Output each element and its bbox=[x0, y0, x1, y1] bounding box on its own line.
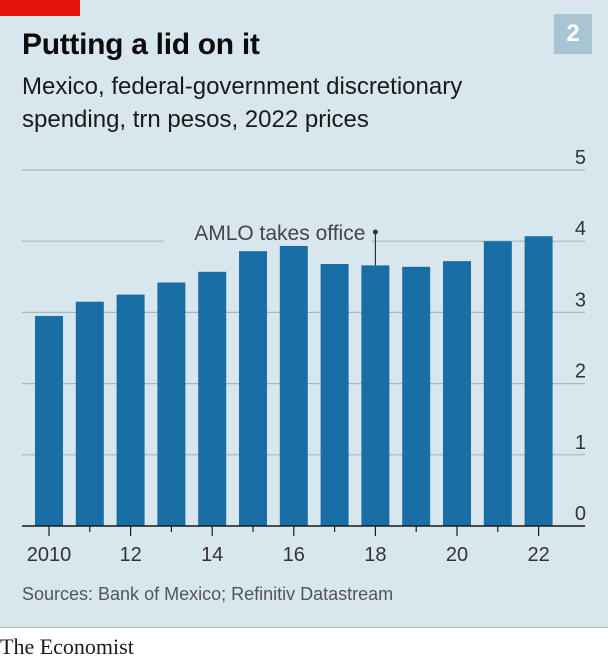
bar bbox=[239, 251, 267, 526]
x-tick-label: 14 bbox=[201, 544, 223, 566]
bar bbox=[279, 225, 308, 526]
annotation-label: AMLO takes office bbox=[194, 222, 365, 245]
bar bbox=[35, 315, 63, 526]
y-tick-label: 1 bbox=[575, 432, 586, 454]
chart-subtitle: Mexico, federal-government discretionary… bbox=[22, 70, 542, 136]
annotation-dot bbox=[372, 229, 378, 235]
y-tick-label: 2 bbox=[575, 361, 586, 383]
bar bbox=[116, 294, 145, 526]
bar bbox=[198, 271, 227, 526]
x-tick-label: 18 bbox=[364, 544, 386, 566]
y-tick-label: 5 bbox=[575, 150, 586, 169]
x-tick-label: 12 bbox=[119, 544, 141, 566]
y-tick-label: 3 bbox=[575, 289, 586, 311]
bar bbox=[524, 236, 553, 526]
y-tick-label: 4 bbox=[575, 218, 586, 240]
subtitle-line-2: spending, trn pesos, 2022 prices bbox=[22, 106, 369, 133]
chart-number-badge: 2 bbox=[554, 14, 592, 54]
bar bbox=[157, 282, 186, 526]
annotation-label-background bbox=[163, 217, 372, 246]
brand-red-tag bbox=[0, 0, 80, 16]
bar bbox=[483, 241, 512, 526]
chart-title: Putting a lid on it bbox=[22, 28, 260, 61]
bar bbox=[320, 263, 349, 526]
x-tick-label: 2010 bbox=[27, 544, 72, 566]
y-tick-label: 0 bbox=[575, 503, 586, 525]
brand-logo: The Economist bbox=[0, 634, 134, 659]
bar bbox=[443, 261, 471, 526]
source-note: Sources: Bank of Mexico; Refinitiv Datas… bbox=[22, 584, 394, 604]
bar bbox=[402, 266, 431, 526]
x-tick-label: 16 bbox=[283, 544, 305, 566]
x-tick-label: 22 bbox=[527, 544, 549, 566]
subtitle-line-1: Mexico, federal-government discretionary bbox=[22, 73, 463, 100]
bar bbox=[75, 301, 104, 526]
bar bbox=[361, 265, 390, 526]
footer-divider bbox=[0, 627, 608, 628]
x-tick-label: 20 bbox=[446, 544, 468, 566]
